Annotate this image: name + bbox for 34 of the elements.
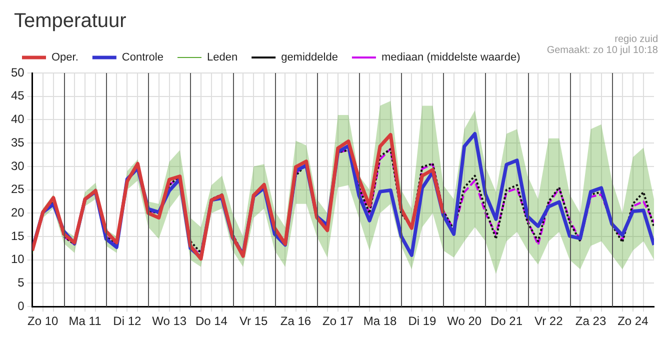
x-tick-label: Vr 15 — [239, 314, 268, 328]
chart-title: Temperatuur — [14, 10, 126, 32]
legend-label: Oper. — [52, 52, 78, 64]
legend-label: mediaan (middelste waarde) — [381, 52, 520, 64]
x-tick-label: Za 16 — [280, 314, 312, 328]
y-tick-label: 15 — [10, 228, 25, 243]
legend-label: gemiddelde — [281, 52, 338, 64]
x-tick-label: Zo 24 — [618, 314, 649, 328]
x-tick-label: Vr 22 — [534, 314, 564, 328]
legend-label: Leden — [206, 52, 238, 64]
x-tick-label: Ma 11 — [68, 314, 102, 328]
text: Gemaakt: zo 10 jul 10:18 — [546, 45, 658, 56]
legend-label: Controle — [122, 52, 164, 64]
x-tick-label: Do 14 — [195, 314, 228, 328]
x-tick-label: Za 23 — [575, 314, 606, 328]
y-tick-label: 45 — [10, 88, 25, 103]
y-tick-label: 10 — [10, 252, 25, 266]
x-tick-label: Do 21 — [490, 314, 523, 328]
y-tick-label: 20 — [10, 205, 25, 220]
x-tick-label: Di 12 — [113, 314, 142, 328]
y-tick-label: 40 — [10, 112, 25, 126]
y-tick-label: 50 — [10, 65, 25, 80]
y-tick-label: 35 — [10, 135, 25, 150]
text: regio zuid — [614, 34, 658, 45]
y-tick-label: 25 — [10, 182, 25, 196]
y-tick-label: 0 — [18, 298, 25, 313]
x-tick-label: Zo 10 — [28, 314, 59, 328]
y-tick-label: 30 — [10, 158, 25, 173]
x-tick-label: Zo 17 — [322, 314, 354, 328]
x-tick-label: Ma 18 — [363, 314, 398, 328]
x-tick-label: Wo 20 — [447, 314, 482, 328]
y-tick-label: 5 — [18, 276, 25, 290]
x-tick-label: Wo 13 — [152, 314, 187, 328]
x-tick-label: Di 19 — [408, 314, 437, 328]
